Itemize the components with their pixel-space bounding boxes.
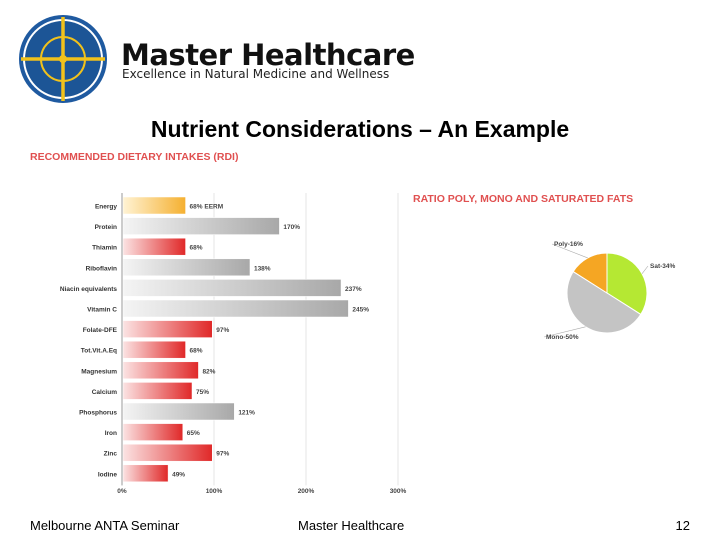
bar: [122, 237, 186, 256]
category-label: Energy: [95, 204, 117, 211]
bar-data-label: 138%: [254, 265, 271, 272]
category-label: Iodine: [98, 471, 118, 478]
category-label: Vitamin C: [87, 307, 117, 314]
bar-data-label: 65%: [187, 430, 200, 437]
bar-data-label: 68%: [190, 245, 203, 252]
category-label: Tot.Vit.A.Eq: [81, 348, 117, 355]
x-tick-label: 100%: [206, 488, 223, 495]
pie-leader-line: [551, 243, 588, 259]
x-tick-label: 200%: [298, 488, 315, 495]
category-label: Folate-DFE: [83, 327, 118, 334]
pie-slice-label: Poly-16%: [554, 241, 583, 248]
category-label: Niacin equivalents: [60, 286, 117, 293]
pie-slice-label: Mono-50%: [546, 334, 579, 341]
slide-title: Nutrient Considerations – An Example: [150, 116, 570, 142]
bar-data-label: 49%: [172, 471, 185, 478]
category-label: Phosphorus: [79, 410, 117, 417]
bar: [122, 464, 169, 483]
bar-chart-title: RECOMMENDED DIETARY INTAKES (RDI): [30, 151, 238, 163]
bar-data-label: 68%: [190, 348, 203, 355]
bar: [122, 340, 186, 359]
bar-data-label: 245%: [352, 307, 369, 314]
bar: [122, 443, 213, 462]
category-label: Magnesium: [81, 368, 117, 375]
bar-data-label: 68% EERM: [190, 204, 224, 211]
bar-data-label: 170%: [283, 224, 300, 231]
page-number: 12: [675, 518, 690, 533]
category-label: Iron: [105, 430, 117, 437]
pie-slice: [572, 252, 608, 294]
brand-tagline: Excellence in Natural Medicine and Welln…: [122, 67, 390, 81]
bar: [122, 196, 186, 215]
footer-seminar: Melbourne ANTA Seminar: [30, 518, 180, 533]
pie-leader-line: [543, 326, 586, 338]
footer-company: Master Healthcare: [298, 518, 405, 533]
x-tick-label: 0%: [117, 488, 127, 495]
rdi-bar-chart: RECOMMENDED DIETARY INTAKES (RDI) 0% 100% 2…: [30, 151, 407, 495]
bar: [122, 217, 280, 235]
bar-data-label: 97%: [216, 451, 229, 458]
bar: [122, 382, 193, 400]
bar-data-label: 75%: [196, 389, 209, 396]
x-tick-label: 300%: [390, 488, 407, 495]
category-label: Calcium: [92, 389, 118, 396]
pie-chart-title: RATIO POLY, MONO AND SATURATED FATS: [413, 193, 633, 205]
bar: [122, 402, 235, 421]
pie-slice-label: Sat-34%: [650, 263, 676, 270]
bar: [122, 258, 251, 277]
pie-slice: [566, 270, 642, 334]
bar-data-label: 121%: [238, 410, 255, 417]
brand-name: Master Healthcare: [121, 38, 415, 72]
category-label: Protein: [95, 224, 117, 231]
bar: [122, 299, 349, 318]
bar-data-label: 237%: [345, 286, 362, 293]
bar: [122, 423, 184, 441]
bar: [122, 361, 199, 380]
compass-cross-icon: [19, 15, 107, 103]
fat-ratio-pie-chart: RATIO POLY, MONO AND SATURATED FATS Sat-3…: [413, 193, 676, 341]
category-label: Thiamin: [92, 245, 117, 252]
category-label: Riboflavin: [86, 265, 117, 272]
bar: [122, 279, 342, 297]
bar-data-label: 82%: [202, 368, 215, 375]
category-label: Zinc: [104, 451, 118, 458]
bar: [122, 320, 213, 338]
pie-leader-line: [641, 265, 649, 274]
bar-data-label: 97%: [216, 327, 229, 334]
